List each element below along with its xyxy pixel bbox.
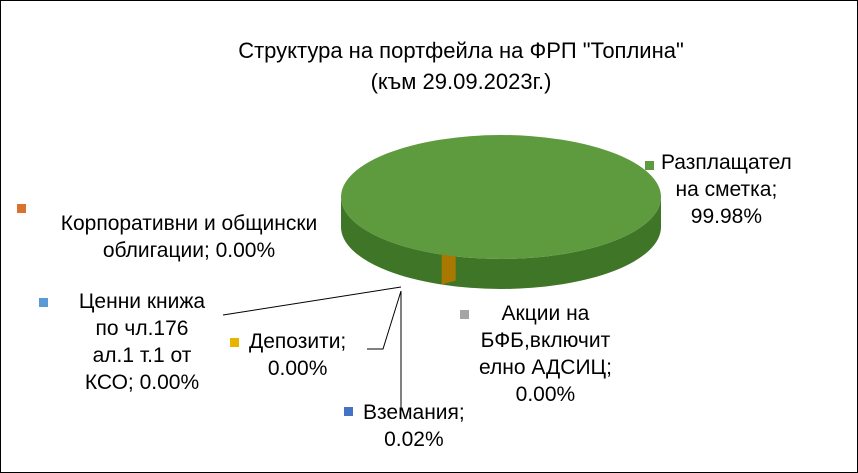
slice-key-korporativni: [17, 204, 26, 213]
slice-label-korporativni: Корпоративни и общински облигации; 0.00%: [39, 210, 339, 264]
slice-name: Ценни книжа: [78, 290, 206, 313]
slice-name: Акции на: [501, 302, 590, 325]
slice-value: 0.00%: [515, 383, 576, 406]
slice-key-akcii: [460, 310, 469, 319]
slice-value: 0.00%: [267, 357, 328, 380]
slice-key-razplashtatel: [645, 161, 654, 170]
leader-line-cenni-knizha: [222, 286, 402, 316]
slice-name: елно АДСИЦ;: [479, 356, 612, 379]
slice-key-vzemaniya: [344, 407, 353, 416]
slice-name: Депозити;: [249, 330, 347, 353]
slice-label-akcii: Акции на БФБ,включит елно АДСИЦ; 0.00%: [479, 300, 612, 408]
slice-label-depoziti: Депозити; 0.00%: [249, 328, 346, 382]
slice-name: ал.1 т.1 от: [92, 344, 192, 367]
pie-slice-side-razplashtatel: [341, 197, 661, 289]
chart-subtitle: (към 29.09.2023г.): [370, 69, 552, 94]
slice-value: 99.98%: [690, 205, 763, 228]
slice-label-cenni-knizha: Ценни книжа по чл.176 ал.1 т.1 от КСО; 0…: [57, 288, 227, 396]
slice-name: на сметка;: [675, 178, 778, 201]
slice-label-razplashtatel: Разплащател на сметка; 99.98%: [661, 149, 792, 230]
slice-key-depoziti: [230, 338, 239, 347]
slice-value: КСО; 0.00%: [84, 371, 200, 394]
slice-label-vzemaniya: Вземания; 0.02%: [363, 399, 465, 453]
slice-name: по чл.176: [95, 317, 189, 340]
slice-name: Разплащател: [661, 151, 792, 174]
pie-slice-razplashtatel: [341, 135, 661, 259]
leader-line-depoziti: [367, 290, 402, 350]
chart-title-line: Структура на портфейла на ФРП "Топлина": [238, 38, 684, 63]
slice-key-cenni-knizha: [39, 298, 48, 307]
slice-name: Вземания;: [363, 401, 465, 424]
chart-title: Структура на портфейла на ФРП "Топлина" …: [131, 35, 791, 97]
slice-value: 0.02%: [384, 428, 444, 451]
slice-name: БФБ,включит: [480, 329, 611, 352]
slice-name: Корпоративни и общински: [60, 212, 318, 235]
pie-slice-vzemaniya: [441, 252, 456, 285]
slice-value: облигации; 0.00%: [102, 239, 276, 262]
